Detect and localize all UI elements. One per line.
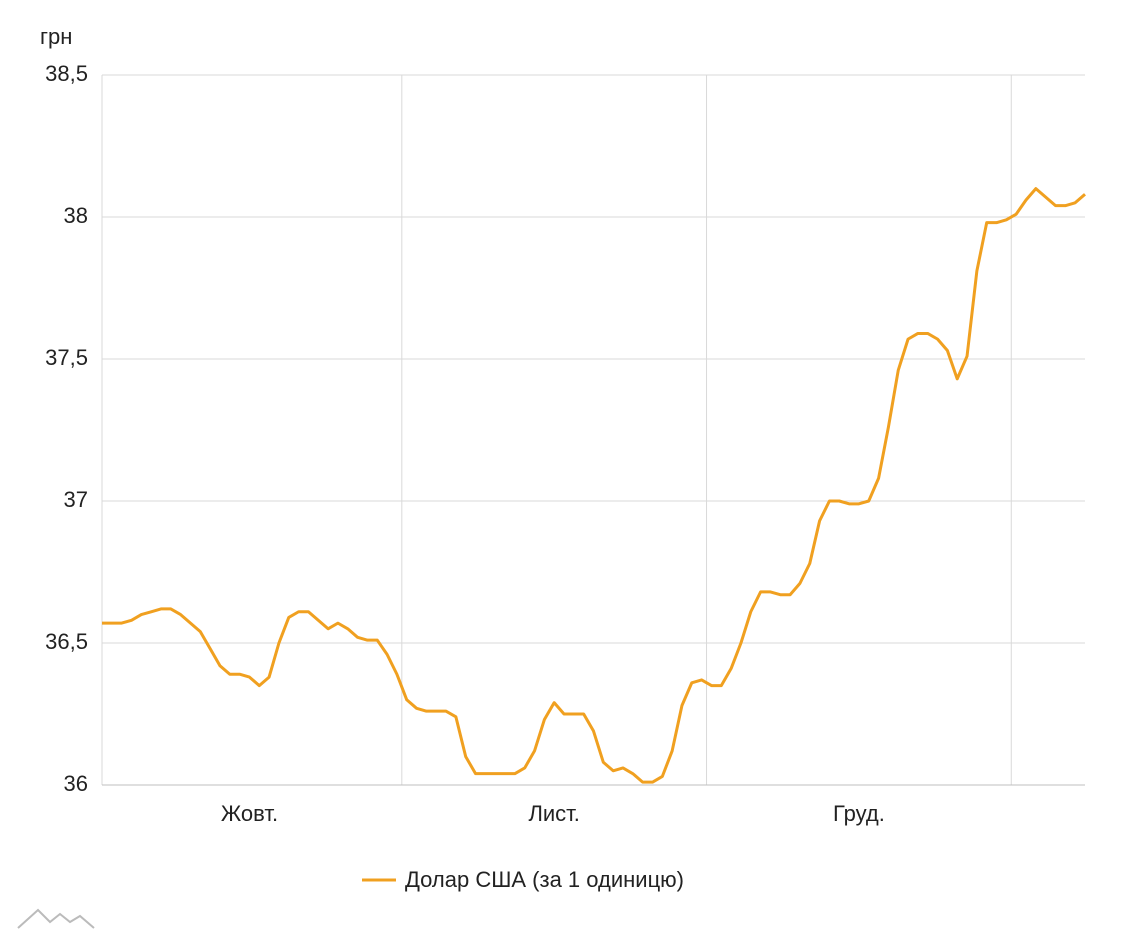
y-tick-label: 36,5: [45, 629, 88, 654]
logo: [17, 908, 95, 929]
legend-label: Долар США (за 1 одиницю): [405, 867, 684, 892]
x-tick-label: Лист.: [528, 801, 579, 826]
x-tick-label: Жовт.: [221, 801, 278, 826]
y-tick-label: 37: [64, 487, 88, 512]
y-tick-label: 38: [64, 203, 88, 228]
x-tick-label: Груд.: [833, 801, 885, 826]
y-tick-label: 38,5: [45, 61, 88, 86]
y-tick-label: 37,5: [45, 345, 88, 370]
y-tick-label: 36: [64, 771, 88, 796]
y-axis-label: грн: [40, 24, 72, 49]
line-series: [102, 187, 1086, 784]
